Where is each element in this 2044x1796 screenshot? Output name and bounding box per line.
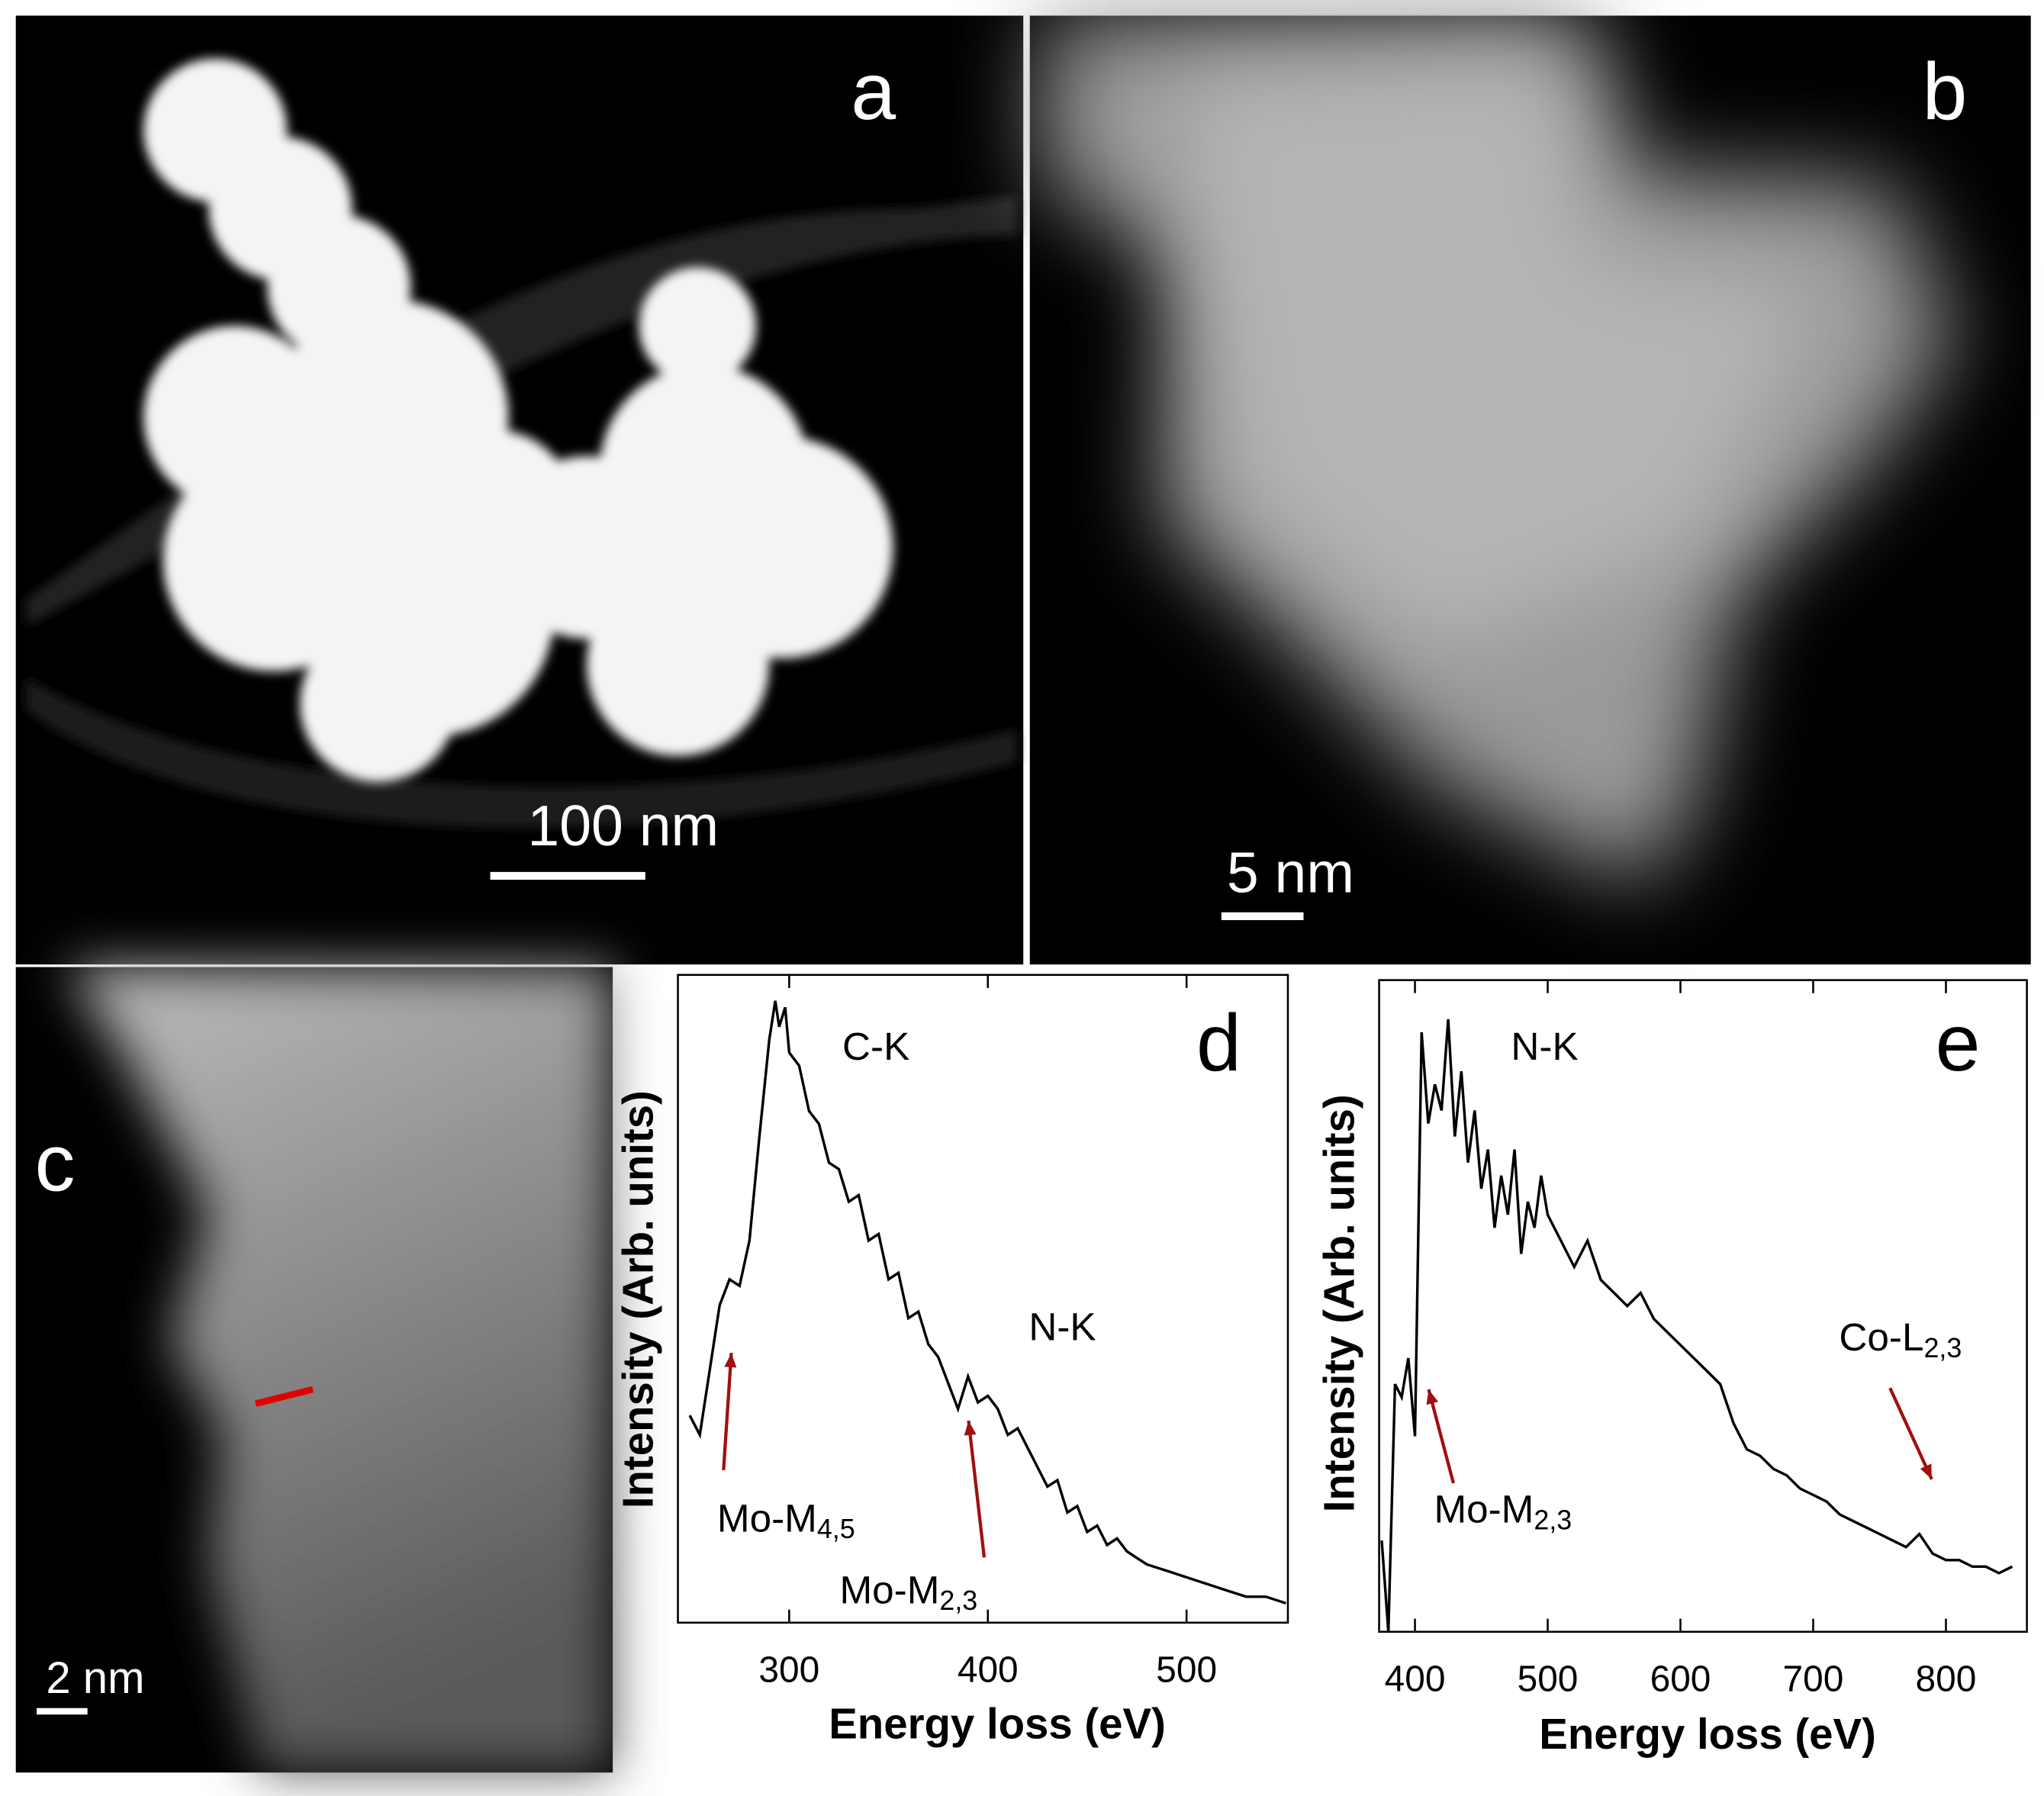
spectrum-line (688, 1000, 1286, 1604)
annotation-subscript: 4,5 (817, 1514, 855, 1545)
arrow (967, 1420, 987, 1558)
x-tick-label: 500 (1518, 1659, 1579, 1699)
arrow-head (964, 1421, 977, 1436)
arrow-head (724, 1353, 737, 1368)
x-tick-label: 400 (1385, 1659, 1446, 1699)
plot-frame (677, 974, 1289, 1624)
x-tick-label: 500 (1156, 1650, 1217, 1690)
scale-bar-label: 5 nm (1227, 841, 1354, 905)
annotation-text: Mo-M (1434, 1487, 1534, 1530)
annotation-text: N-K (1028, 1305, 1096, 1348)
y-axis-title: Intensity (Arb. units) (1315, 1094, 1363, 1512)
annotation-text: Mo-M (717, 1496, 817, 1540)
annotation: N-K (1028, 1305, 1096, 1348)
x-axis-title: Energy loss (eV) (1539, 1710, 1876, 1758)
spectrum-line (1380, 1019, 2013, 1632)
plot-frame (1378, 979, 2028, 1633)
annotation-subscript: 2,3 (1534, 1505, 1572, 1536)
micrograph-a (15, 15, 1024, 965)
annotation-text: Co-L (1839, 1315, 1923, 1359)
panel-label: b (1923, 47, 1968, 137)
micrograph-c (15, 967, 613, 1773)
panel-label: a (851, 47, 896, 137)
x-tick-label: 700 (1783, 1659, 1844, 1699)
annotation: Mo-M2,3 (1434, 1487, 1572, 1536)
annotation: N-K (1511, 1025, 1578, 1068)
annotation-text: C-K (842, 1025, 909, 1068)
x-tick-label: 800 (1916, 1659, 1977, 1699)
scale-bar-label: 2 nm (46, 1653, 144, 1703)
annotation-text: N-K (1511, 1025, 1578, 1068)
micrograph-b (1029, 15, 2031, 965)
arrow-head (1920, 1463, 1932, 1479)
arrow (1427, 1389, 1456, 1484)
annotation: Mo-M2,3 (839, 1568, 977, 1617)
x-axis-title: Energy loss (eV) (829, 1699, 1166, 1747)
arrow-head (1426, 1389, 1439, 1405)
panel-label: e (1936, 998, 1981, 1088)
annotation: C-K (842, 1025, 909, 1068)
x-tick-label: 600 (1650, 1659, 1711, 1699)
annotation-text: Mo-M (839, 1568, 939, 1611)
y-axis-title: Intensity (Arb. units) (614, 1090, 662, 1508)
scale-bar-label: 100 nm (527, 793, 719, 858)
annotation-subscript: 2,3 (939, 1586, 977, 1617)
x-tick-label: 400 (958, 1650, 1019, 1690)
annotation-subscript: 2,3 (1923, 1333, 1962, 1363)
x-tick-label: 300 (758, 1650, 819, 1690)
arrow (722, 1353, 733, 1471)
panel-label: d (1196, 998, 1241, 1088)
annotation: Mo-M4,5 (717, 1496, 855, 1545)
arrow (1888, 1387, 1933, 1480)
annotation: Co-L2,3 (1839, 1315, 1962, 1364)
panel-label: c (34, 1118, 75, 1208)
